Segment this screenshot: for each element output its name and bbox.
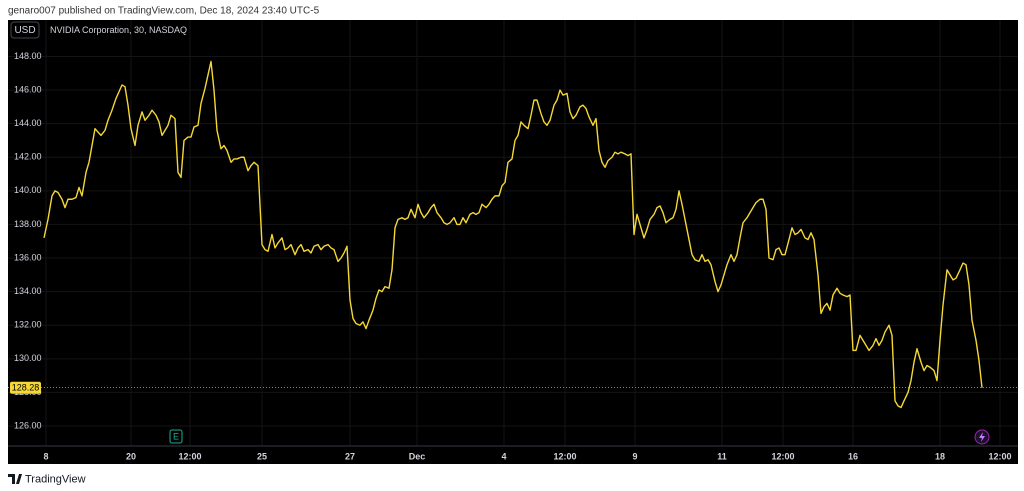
footer-logo: TradingView bbox=[8, 473, 86, 485]
header: genaro007 published on TradingView.com, … bbox=[8, 6, 320, 17]
earnings-label[interactable]: E bbox=[173, 431, 179, 441]
y-tick-label: 130.00 bbox=[14, 353, 42, 363]
x-tick-label: 12:00 bbox=[988, 451, 1011, 461]
labels: 126.00128.00130.00132.00134.00136.00138.… bbox=[10, 51, 1012, 461]
x-tick-label: 16 bbox=[848, 451, 858, 461]
logo-icon bbox=[8, 474, 22, 484]
currency-button[interactable] bbox=[10, 21, 40, 39]
x-tick-label: 9 bbox=[632, 451, 637, 461]
y-tick-label: 126.00 bbox=[14, 420, 42, 430]
x-tick-label: 25 bbox=[257, 451, 267, 461]
last-price-label: 128.28 bbox=[12, 383, 40, 393]
y-tick-label: 146.00 bbox=[14, 84, 42, 94]
x-tick-label: 8 bbox=[43, 451, 48, 461]
x-tick-label: Dec bbox=[409, 451, 426, 461]
x-tick-label: 12:00 bbox=[178, 451, 201, 461]
x-tick-label: 11 bbox=[717, 451, 727, 461]
y-tick-label: 140.00 bbox=[14, 185, 42, 195]
footer-text: TradingView bbox=[25, 473, 86, 485]
y-tick-label: 132.00 bbox=[14, 320, 42, 330]
earnings-marker[interactable] bbox=[169, 429, 183, 444]
y-tick-label: 148.00 bbox=[14, 51, 42, 61]
grid bbox=[8, 20, 1018, 446]
chart-title: NVIDIA Corporation, 30, NASDAQ bbox=[50, 25, 187, 35]
chart-background bbox=[8, 20, 1018, 464]
y-tick-label: 134.00 bbox=[14, 286, 42, 296]
x-tick-label: 12:00 bbox=[553, 451, 576, 461]
y-tick-label: 142.00 bbox=[14, 152, 42, 162]
price-line bbox=[43, 60, 983, 409]
y-tick-label: 144.00 bbox=[14, 118, 42, 128]
currency-label[interactable]: USD bbox=[14, 25, 35, 36]
plot bbox=[8, 60, 1018, 409]
y-tick-label: 138.00 bbox=[14, 219, 42, 229]
last-price-box bbox=[10, 381, 41, 394]
x-tick-label: 27 bbox=[345, 451, 355, 461]
x-tick-label: 18 bbox=[935, 451, 945, 461]
lightning-icon bbox=[979, 432, 985, 442]
y-tick-label: 136.00 bbox=[14, 252, 42, 262]
x-tick-label: 20 bbox=[126, 451, 136, 461]
x-tick-label: 4 bbox=[501, 451, 506, 461]
x-tick-label: 12:00 bbox=[771, 451, 794, 461]
